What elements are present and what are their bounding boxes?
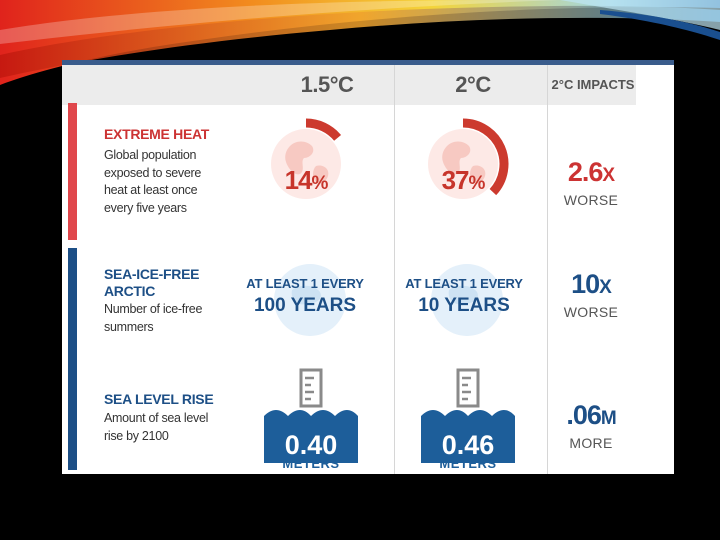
sea-value-1-5c: 0.40 xyxy=(264,423,358,463)
heat-value-2c: 37% xyxy=(441,165,486,195)
sea-unit-1-5c: METERS xyxy=(282,456,340,471)
blue-accent-bar xyxy=(68,248,77,470)
heat-description: Global population exposed to severe heat… xyxy=(104,148,202,215)
arctic-value-1-5c-line1: AT LEAST 1 EVERY xyxy=(246,276,364,291)
arctic-impact: 10X WORSE xyxy=(547,269,635,321)
heat-impact-value: 2.6X xyxy=(567,157,615,187)
heat-impact: 2.6X WORSE xyxy=(547,157,635,209)
arctic-value-2c-line2: 10 YEARS xyxy=(418,295,510,316)
heat-accent-bar xyxy=(68,103,77,240)
column-divider xyxy=(547,65,548,474)
sea-gauge-icon xyxy=(421,368,515,424)
arctic-impact-value: 10X xyxy=(571,269,612,299)
decorative-swoosh xyxy=(0,0,720,85)
infographic-card: 1.5°C 2°C 2°C IMPACTS EXTREME HEAT Globa… xyxy=(62,60,674,474)
globe-heat-2c xyxy=(428,118,509,199)
header-band xyxy=(62,65,636,105)
arctic-impact-word: WORSE xyxy=(563,304,619,320)
heat-arc-2c xyxy=(462,118,509,196)
heat-value-1-5c: 14% xyxy=(284,165,329,195)
column-header-2c: 2°C xyxy=(455,72,491,97)
arctic-description: Number of ice-free summers xyxy=(104,302,203,334)
globe-heat-1-5c xyxy=(271,118,342,199)
arctic-value-1-5c-line2: 100 YEARS xyxy=(253,295,357,316)
column-header-impacts: 2°C IMPACTS xyxy=(551,77,635,92)
sea-description: Amount of sea level rise by 2100 xyxy=(104,411,209,443)
sea-value-2c: 0.46 xyxy=(421,423,515,463)
arctic-title-line2: ARCTIC xyxy=(104,283,156,299)
sea-gauge-icon xyxy=(264,368,358,424)
arctic-value-2c-line1: AT LEAST 1 EVERY xyxy=(405,276,523,291)
sea-impact: .06M MORE xyxy=(547,400,635,452)
heat-arc-1-5c xyxy=(305,118,342,141)
sea-title: SEA LEVEL RISE xyxy=(104,391,214,407)
sea-unit-2c: METERS xyxy=(439,456,497,471)
heat-title: EXTREME HEAT xyxy=(104,126,210,142)
column-divider xyxy=(394,65,395,474)
globe-arctic-2c xyxy=(431,264,503,336)
heat-impact-word: WORSE xyxy=(563,192,619,208)
globe-arctic-1-5c xyxy=(274,264,346,336)
arctic-title-line1: SEA-ICE-FREE xyxy=(104,266,200,282)
sea-impact-word: MORE xyxy=(569,435,613,451)
top-border xyxy=(62,60,674,65)
sea-impact-value: .06M xyxy=(566,400,616,430)
column-header-1-5c: 1.5°C xyxy=(300,72,354,97)
